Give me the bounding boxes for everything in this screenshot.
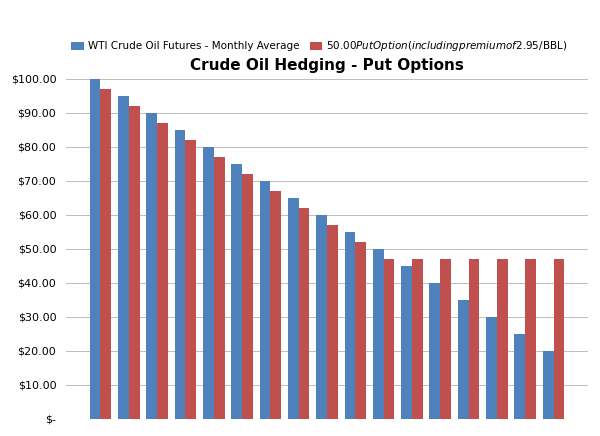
Bar bbox=[525, 259, 536, 419]
Bar bbox=[344, 232, 355, 419]
Bar bbox=[157, 123, 168, 419]
Bar bbox=[100, 89, 111, 419]
Bar bbox=[288, 198, 299, 419]
Bar bbox=[90, 79, 100, 419]
Bar bbox=[146, 113, 157, 419]
Bar bbox=[203, 147, 214, 419]
Bar bbox=[260, 181, 271, 419]
Bar bbox=[412, 259, 423, 419]
Legend: WTI Crude Oil Futures - Monthly Average, $50.00 Put Option (including premium of: WTI Crude Oil Futures - Monthly Average,… bbox=[71, 40, 568, 54]
Bar bbox=[430, 283, 440, 419]
Bar bbox=[271, 191, 281, 419]
Bar bbox=[486, 317, 497, 419]
Bar bbox=[327, 225, 338, 419]
Bar bbox=[355, 242, 366, 419]
Bar bbox=[458, 300, 469, 419]
Bar bbox=[129, 106, 140, 419]
Bar bbox=[514, 334, 525, 419]
Bar bbox=[316, 215, 327, 419]
Bar bbox=[373, 249, 383, 419]
Bar bbox=[231, 164, 242, 419]
Bar bbox=[242, 174, 253, 419]
Bar bbox=[118, 96, 129, 419]
Bar bbox=[497, 259, 508, 419]
Title: Crude Oil Hedging - Put Options: Crude Oil Hedging - Put Options bbox=[190, 58, 464, 73]
Bar bbox=[185, 140, 196, 419]
Bar bbox=[543, 351, 554, 419]
Bar bbox=[554, 259, 564, 419]
Bar bbox=[214, 157, 224, 419]
Bar bbox=[440, 259, 451, 419]
Bar bbox=[299, 208, 310, 419]
Bar bbox=[175, 130, 185, 419]
Bar bbox=[469, 259, 479, 419]
Bar bbox=[383, 259, 394, 419]
Bar bbox=[401, 266, 412, 419]
